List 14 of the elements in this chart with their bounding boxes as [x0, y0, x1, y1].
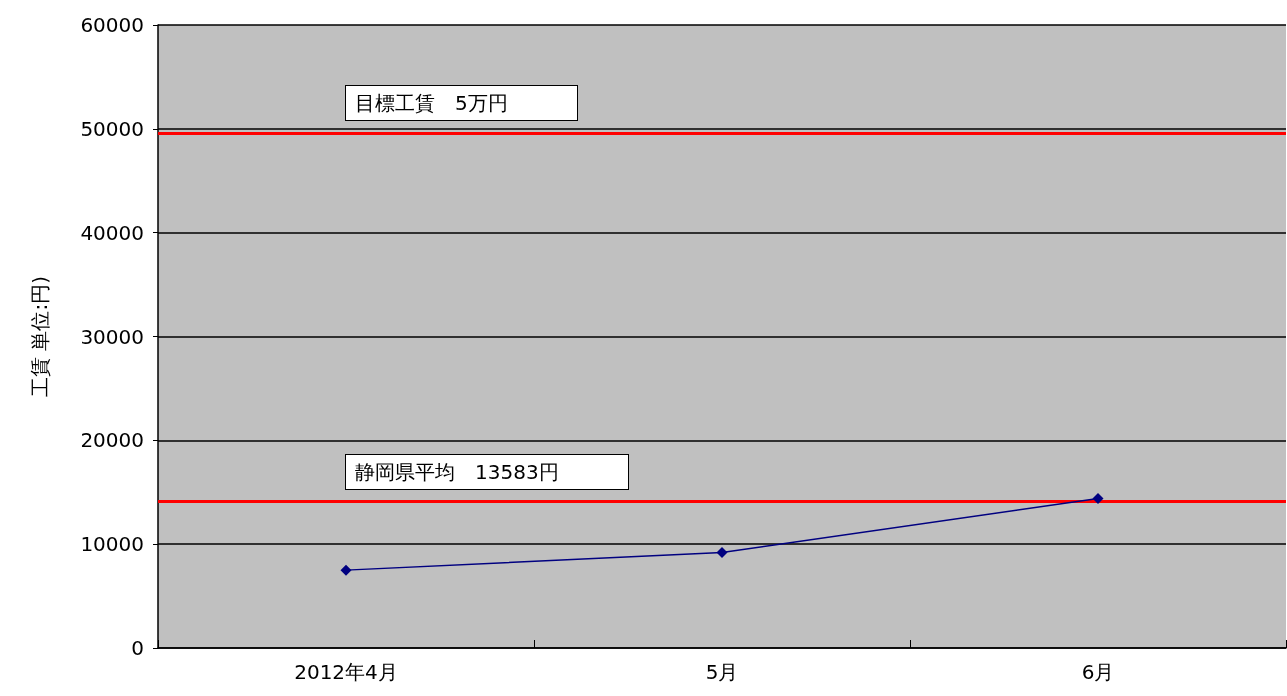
- point: [716, 546, 728, 558]
- x-tick-label: 5月: [705, 660, 739, 684]
- y-tick-label: 40000: [80, 220, 144, 245]
- point: [1092, 492, 1104, 504]
- y-tick-label: 10000: [80, 532, 144, 557]
- x-tick-label: 2012年4月: [294, 660, 398, 684]
- x-tick-label: 6月: [1081, 660, 1115, 684]
- y-tick-label: 50000: [80, 116, 144, 141]
- y-axis-title: 工賃 単位:円): [28, 276, 52, 397]
- point: [340, 564, 352, 576]
- y-tick-label: 30000: [80, 324, 144, 349]
- y-tick-label: 0: [131, 636, 144, 660]
- y-tick-label: 20000: [80, 428, 144, 453]
- y-tick-label: 60000: [80, 13, 144, 37]
